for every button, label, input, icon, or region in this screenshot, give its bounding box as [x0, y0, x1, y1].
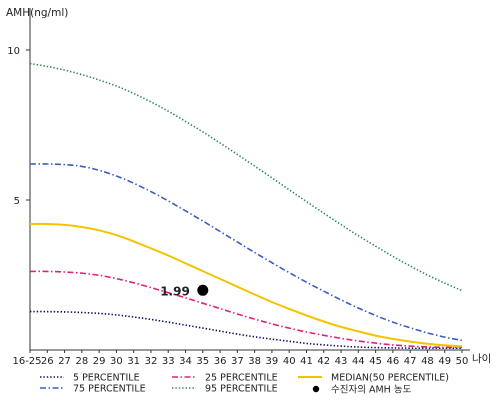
x-tick-label: 50 [456, 356, 469, 367]
x-tick-label: 38 [248, 356, 261, 367]
highlight-points: 1.99 [160, 284, 209, 298]
y-axis-title: AMH(ng/ml) [6, 7, 68, 19]
legend-label-point: 수진자의 AMH 농도 [331, 385, 412, 396]
x-tick-label: 46 [387, 356, 400, 367]
legend-label-1: 5 PERCENTILE [73, 373, 140, 384]
x-tick-label: 26 [41, 356, 54, 367]
series-line-1 [30, 310, 462, 350]
x-tick-label: 49 [438, 356, 451, 367]
x-tick-label: 45 [369, 356, 382, 367]
x-tick-label: 31 [127, 356, 140, 367]
x-tick-label: 34 [179, 356, 192, 367]
x-tick-label: 36 [214, 356, 227, 367]
patient-amh-point [197, 284, 209, 296]
x-tick-label: 29 [93, 356, 106, 367]
series-lines [29, 62, 463, 350]
x-tick-label: 48 [421, 356, 434, 367]
legend-point-swatch [312, 385, 320, 393]
x-tick-label: 44 [352, 356, 365, 367]
x-tick-label: 41 [300, 356, 313, 367]
x-tick-label: 43 [335, 356, 348, 367]
series-line-3 [29, 222, 463, 348]
x-tick-label: 28 [75, 356, 88, 367]
x-tick-label: 16-25 [12, 356, 41, 367]
legend-label-5: 95 PERCENTILE [205, 384, 278, 395]
x-tick-label: 40 [283, 356, 296, 367]
x-tick-label: 37 [231, 356, 244, 367]
x-tick-label: 47 [404, 356, 417, 367]
x-tick-label: 39 [266, 356, 279, 367]
x-tick-label: 30 [110, 356, 123, 367]
x-tick-label: 27 [58, 356, 71, 367]
legend-label-2: 25 PERCENTILE [205, 373, 278, 384]
x-tick-label: 33 [162, 356, 175, 367]
y-tick-label: 10 [7, 46, 20, 57]
legend: 5 PERCENTILE 25 PERCENTILE MEDIAN(50 PERCE… [40, 373, 449, 396]
x-axis-title: 나이 [472, 353, 491, 365]
y-axis: 5 10 [7, 8, 31, 350]
legend-label-4: 75 PERCENTILE [73, 384, 146, 395]
x-tick-label: 35 [196, 356, 209, 367]
x-tick-label: 42 [317, 356, 330, 367]
x-tick-label: 32 [145, 356, 158, 367]
series-line-4 [29, 163, 463, 342]
legend-label-3: MEDIAN(50 PERCENTILE) [331, 373, 449, 384]
patient-amh-value-label: 1.99 [160, 284, 190, 298]
series-line-2 [29, 270, 463, 349]
series-line-5 [29, 62, 463, 292]
plot-area: 5 10 16-25 26 27 28 29 30 31 32 33 34 35 36 37 38 39 40 4… [7, 8, 470, 367]
y-tick-label: 5 [14, 196, 20, 207]
x-axis: 16-25 26 27 28 29 30 31 32 33 34 35 36 37 38 39 40 41 42 4… [12, 349, 470, 367]
